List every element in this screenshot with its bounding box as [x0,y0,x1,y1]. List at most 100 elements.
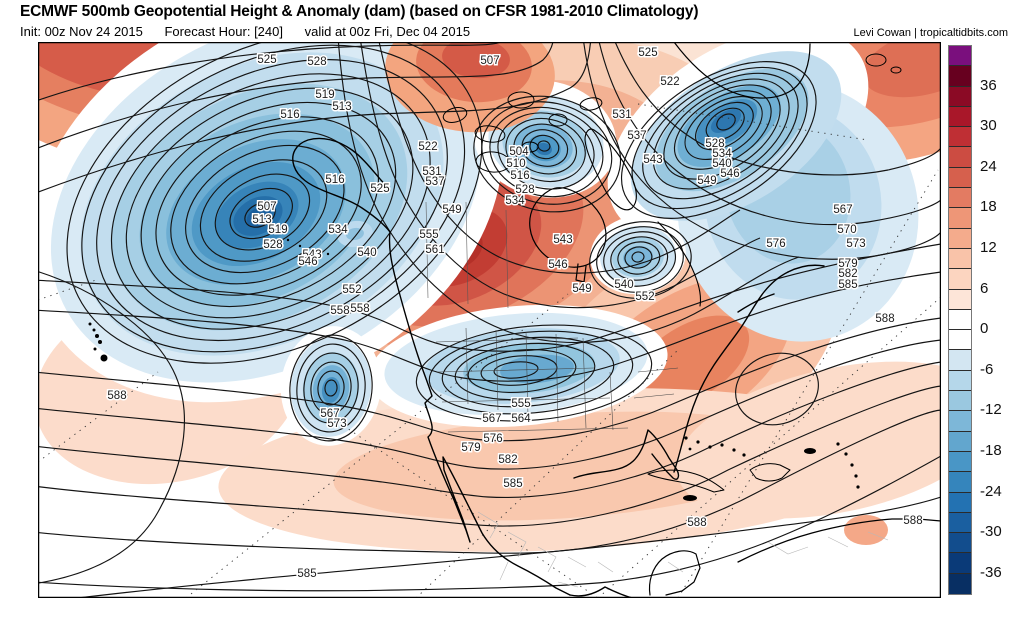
contour-ring [513,123,578,175]
contour-ring [317,370,345,406]
bahamas-island [732,448,736,452]
cuba [647,469,725,493]
colorbar-cell [949,167,971,189]
bahamas-island [684,436,688,440]
colorbar-cell [949,228,971,249]
contour-labels: 525 5285195135165075135195285165255345435… [106,46,924,582]
anomaly-blob [246,207,272,227]
coast-west-na [292,137,571,596]
contour-label: 588 [687,517,706,529]
contour-label: 510 [506,158,525,170]
colorbar-tick-label: 30 [980,117,997,135]
contour-ring [467,348,577,394]
bahamas-island [742,453,746,457]
hawaii-island [88,322,92,326]
coast-gulf-florida [573,429,680,480]
colorbar-tick-label: 0 [980,320,989,338]
greenland-coast [673,42,811,99]
small-islands [88,53,902,501]
contour-ring [170,130,362,285]
colorbar-cell [949,127,971,148]
contour-line [38,385,941,527]
colorbar-cell [949,46,971,67]
contour-line [38,409,941,554]
contour-ring [537,140,551,152]
contour-label: 507 [257,201,276,213]
colorbar-tick-label: 6 [980,279,989,297]
contour-label: 567 [320,408,339,420]
colorbar-tick-label: 24 [980,157,997,175]
contour-label: 558 [350,303,369,315]
contour-label: 585 [503,478,522,490]
contour-ring [441,336,615,408]
contour-ring [684,95,763,161]
contour-ring [617,241,661,275]
contour-line [38,243,941,352]
contour-line [614,42,941,176]
contour-label: 528 [307,56,326,68]
map-canvas: 525 5285195135165075135195285165255345435… [38,42,941,598]
height-contour-lines [38,42,941,598]
canada-province-lines [425,201,509,309]
contour-line [38,455,941,592]
iceland [865,53,887,67]
contour-label: 579 [461,442,480,454]
contour-label: 525 [257,54,276,66]
contour-line [38,42,592,193]
credit-text: Levi Cowan | tropicaltidbits.com [853,27,1008,39]
contour-line [598,42,941,226]
colorbar-cell [949,350,971,371]
height-contour-rings [66,42,819,442]
state-borders [425,201,679,433]
contour-label: 549 [697,175,716,187]
colorbar-cell [949,370,971,392]
coast-mexico-south [569,586,635,598]
contour-label: 513 [252,214,271,226]
contour-label: 525 [370,183,389,195]
contour-ring [489,106,604,198]
colorbar-cell [949,492,971,513]
contour-ring [624,246,653,269]
contour-ring [603,231,677,287]
colorbar-cell [949,330,971,351]
contour-label: 582 [498,454,517,466]
contour-line [38,42,504,101]
map-area: 525 528 519 513 516 507 513 519 528 516 525 534 543 5… [38,42,941,598]
contour-ring [199,159,328,262]
contour-label: 528 [515,184,534,196]
puerto-rico [804,448,816,454]
contour-ring [505,117,586,183]
arctic-island [474,125,506,143]
contour-label: 573 [846,238,865,250]
contour-label: 528 [705,138,724,150]
contour-label: 573 [327,418,346,430]
contour-label: 534 [505,195,525,207]
contour-label: 564 [511,413,531,425]
contour-label: 525 [638,47,657,59]
colorbar-cell [949,411,971,432]
contour-label: 540 [357,247,376,259]
contour-label: 552 [635,291,654,303]
colorbar-cell [949,512,971,534]
colorbar-tick-labels: 36 30 24 18 12 6 0 -6 -12 -18 -24 -30 -36 [980,45,1020,601]
bahamas-island [720,443,724,447]
anomaly-blob [844,515,888,545]
contour-label: 546 [298,256,317,268]
contour-ring [125,87,414,319]
contour-label: 534 [712,148,732,160]
anomaly-blob [536,142,552,156]
contour-line [38,271,941,382]
contour-ring [620,61,817,219]
colorbar-cell [949,431,971,452]
contour-line [337,42,800,344]
contour-label: 585 [297,568,316,580]
contour-label: 534 [328,224,348,236]
aleutian-island [312,249,316,253]
baffin-island [584,128,637,211]
contour-ring [673,90,772,170]
contour-label: 588 [903,515,922,527]
graticule-dotted-lines [38,103,941,598]
contour-ring [610,236,669,281]
contour-line [38,317,941,442]
contour-line [583,42,941,260]
